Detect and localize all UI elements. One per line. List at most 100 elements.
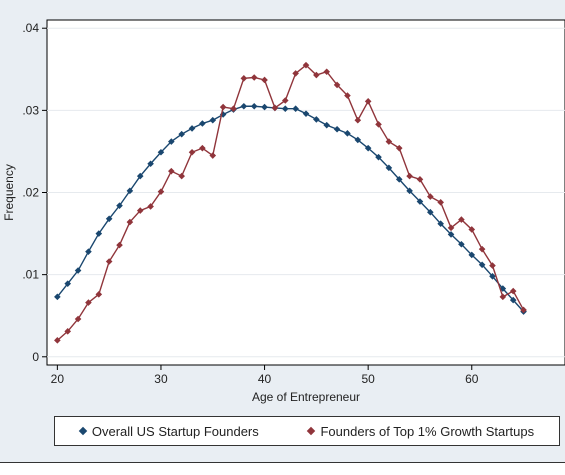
data-point-series-0 bbox=[354, 136, 362, 144]
legend-marker-overall bbox=[78, 426, 88, 436]
legend-marker-top1 bbox=[307, 426, 316, 436]
data-point-series-1 bbox=[85, 299, 92, 306]
data-point-series-1 bbox=[395, 144, 403, 152]
data-point-series-1 bbox=[375, 121, 382, 128]
x-axis-title: Age of Entrepreneur bbox=[252, 390, 360, 404]
data-point-series-0 bbox=[292, 105, 299, 113]
x-tick-label: 30 bbox=[154, 372, 168, 386]
data-point-series-0 bbox=[313, 116, 320, 123]
data-point-series-1 bbox=[478, 245, 486, 253]
series-layer bbox=[54, 61, 527, 344]
data-point-series-0 bbox=[85, 248, 92, 255]
data-point-series-1 bbox=[437, 199, 444, 206]
data-point-series-0 bbox=[395, 176, 403, 183]
data-point-series-0 bbox=[281, 105, 289, 113]
data-point-series-1 bbox=[147, 203, 154, 210]
data-point-series-1 bbox=[489, 262, 496, 269]
data-point-series-1 bbox=[230, 105, 237, 113]
data-point-series-0 bbox=[136, 172, 144, 180]
x-tick-label: 40 bbox=[258, 372, 272, 386]
grid-lines bbox=[47, 27, 565, 358]
data-point-series-1 bbox=[105, 258, 113, 265]
figure-bottom-strip bbox=[0, 462, 565, 475]
data-point-series-1 bbox=[323, 68, 331, 76]
data-point-series-0 bbox=[95, 230, 103, 237]
data-point-series-1 bbox=[126, 218, 134, 226]
data-point-series-0 bbox=[333, 125, 341, 133]
data-point-series-1 bbox=[427, 193, 434, 200]
y-tick-label: .01 bbox=[22, 268, 39, 282]
data-point-series-0 bbox=[344, 130, 351, 137]
data-point-series-0 bbox=[250, 102, 258, 110]
data-point-series-1 bbox=[344, 92, 351, 99]
series-line-1 bbox=[56, 64, 525, 341]
data-point-series-1 bbox=[116, 241, 123, 249]
data-point-series-0 bbox=[168, 138, 175, 145]
x-tick-label: 50 bbox=[361, 372, 375, 386]
legend-label-top1: Founders of Top 1% Growth Startups bbox=[320, 423, 535, 439]
data-point-series-1 bbox=[136, 207, 144, 214]
data-point-series-1 bbox=[271, 104, 279, 112]
data-point-series-1 bbox=[74, 315, 82, 323]
data-point-series-1 bbox=[447, 224, 455, 232]
data-point-series-0 bbox=[416, 198, 424, 205]
data-point-series-0 bbox=[478, 261, 486, 269]
data-point-series-0 bbox=[427, 208, 434, 216]
data-point-series-1 bbox=[509, 287, 517, 295]
data-point-series-0 bbox=[116, 202, 123, 209]
data-point-series-0 bbox=[447, 231, 455, 238]
legend: Overall US Startup Founders Founders of … bbox=[54, 416, 560, 446]
data-point-series-1 bbox=[406, 172, 413, 180]
data-point-series-1 bbox=[458, 216, 465, 223]
data-point-series-0 bbox=[188, 125, 196, 132]
data-point-series-1 bbox=[219, 103, 227, 111]
data-point-series-0 bbox=[74, 267, 82, 274]
data-point-series-1 bbox=[313, 71, 320, 79]
y-tick-label: 0 bbox=[32, 350, 39, 364]
data-point-series-1 bbox=[364, 98, 372, 105]
data-point-series-0 bbox=[468, 251, 476, 259]
data-point-series-0 bbox=[385, 164, 393, 172]
data-point-series-0 bbox=[209, 116, 217, 124]
legend-item-overall: Overall US Startup Founders bbox=[78, 423, 259, 439]
data-point-series-1 bbox=[499, 293, 507, 301]
data-point-series-1 bbox=[302, 61, 310, 69]
data-point-series-0 bbox=[54, 293, 61, 301]
data-point-series-0 bbox=[458, 240, 465, 248]
data-point-series-1 bbox=[199, 144, 206, 152]
data-point-series-1 bbox=[468, 226, 476, 233]
data-point-series-1 bbox=[281, 97, 289, 104]
data-point-series-1 bbox=[188, 148, 196, 156]
data-point-series-0 bbox=[323, 121, 331, 129]
data-point-series-1 bbox=[240, 75, 248, 82]
data-point-series-1 bbox=[261, 76, 268, 84]
data-point-series-1 bbox=[168, 167, 175, 175]
data-point-series-1 bbox=[354, 116, 362, 124]
data-point-series-1 bbox=[385, 138, 393, 145]
series-line-0 bbox=[56, 105, 525, 313]
data-point-series-0 bbox=[240, 102, 248, 110]
data-point-series-0 bbox=[509, 296, 517, 304]
data-point-series-0 bbox=[364, 144, 372, 152]
data-point-series-1 bbox=[54, 337, 61, 344]
y-tick-label: .04 bbox=[22, 21, 39, 35]
y-axis-title: Frequency bbox=[2, 164, 16, 221]
data-point-series-1 bbox=[292, 70, 299, 77]
data-point-series-1 bbox=[64, 328, 72, 335]
y-tick-label: .02 bbox=[22, 186, 39, 200]
x-tick-label: 60 bbox=[465, 372, 479, 386]
data-point-series-0 bbox=[199, 120, 206, 127]
legend-item-top1: Founders of Top 1% Growth Startups bbox=[307, 423, 535, 439]
data-point-series-1 bbox=[520, 306, 527, 314]
x-tick-label: 20 bbox=[51, 372, 65, 386]
legend-label-overall: Overall US Startup Founders bbox=[91, 423, 259, 439]
data-point-series-0 bbox=[178, 130, 185, 138]
data-point-series-0 bbox=[126, 187, 134, 195]
data-point-series-0 bbox=[437, 220, 444, 228]
data-point-series-1 bbox=[416, 176, 424, 183]
data-point-series-0 bbox=[302, 110, 310, 117]
y-tick-label: .03 bbox=[22, 103, 39, 117]
data-point-series-0 bbox=[375, 153, 382, 161]
